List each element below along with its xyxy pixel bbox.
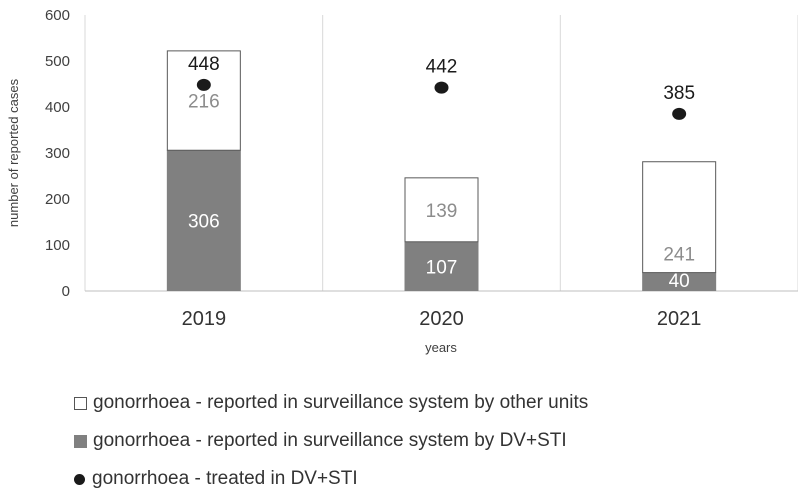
y-tick-label: 100 xyxy=(45,237,70,254)
data-label-dv-sti: 306 xyxy=(188,212,220,233)
y-tick-label: 500 xyxy=(45,53,70,70)
data-labels: 306 216 448 107 139 442 40 241 385 xyxy=(188,54,695,292)
y-tick-label: 400 xyxy=(45,99,70,116)
x-axis-title: years xyxy=(425,340,457,355)
legend-item-treated: gonorrhoea - treated in DV+STI xyxy=(74,460,588,498)
x-tick-label: 2019 xyxy=(182,308,227,330)
legend-swatch-dv-sti xyxy=(74,434,87,448)
data-label-treated: 448 xyxy=(188,54,220,75)
points xyxy=(196,78,687,120)
legend-label-other-units: gonorrhoea - reported in surveillance sy… xyxy=(93,392,589,413)
y-tick-label: 0 xyxy=(62,283,70,300)
data-label-other-units: 216 xyxy=(188,92,220,113)
point-treated xyxy=(434,81,449,94)
y-tick-label: 300 xyxy=(45,145,70,162)
legend: gonorrhoea - reported in surveillance sy… xyxy=(74,384,588,498)
bar-dv-sti xyxy=(166,150,241,291)
bar-other-units xyxy=(404,177,479,243)
legend-swatch-other-units xyxy=(74,396,87,410)
x-tick-label: 2021 xyxy=(657,308,702,330)
bars xyxy=(166,50,717,291)
legend-label-dv-sti: gonorrhoea - reported in surveillance sy… xyxy=(93,430,567,451)
x-axis: 2019 2020 2021 xyxy=(182,308,702,330)
bar-dv-sti xyxy=(404,241,479,291)
legend-marker-treated xyxy=(74,473,85,485)
bar-other-units xyxy=(642,161,717,274)
y-tick-label: 600 xyxy=(45,7,70,24)
legend-item-dv-sti: gonorrhoea - reported in surveillance sy… xyxy=(74,422,588,460)
bar-dv-sti xyxy=(642,272,717,291)
data-label-dv-sti: 107 xyxy=(426,257,458,278)
point-treated xyxy=(672,107,687,120)
data-label-dv-sti: 40 xyxy=(669,271,690,292)
data-label-other-units: 241 xyxy=(663,245,695,266)
point-treated xyxy=(196,78,211,91)
data-label-treated: 385 xyxy=(663,83,695,104)
x-tick-label: 2020 xyxy=(419,308,464,330)
y-axis: 0 100 200 300 400 500 600 xyxy=(45,7,70,300)
chart: 306 216 448 107 139 442 40 241 385 0 100 200 300 400… xyxy=(6,7,798,355)
y-axis-title: number of reported cases xyxy=(6,78,21,227)
data-label-treated: 442 xyxy=(426,57,458,78)
legend-label-treated: gonorrhoea - treated in DV+STI xyxy=(92,468,358,489)
y-tick-label: 200 xyxy=(45,191,70,208)
legend-item-other-units: gonorrhoea - reported in surveillance sy… xyxy=(74,384,588,422)
data-label-other-units: 139 xyxy=(426,201,458,222)
bar-other-units xyxy=(166,50,241,151)
